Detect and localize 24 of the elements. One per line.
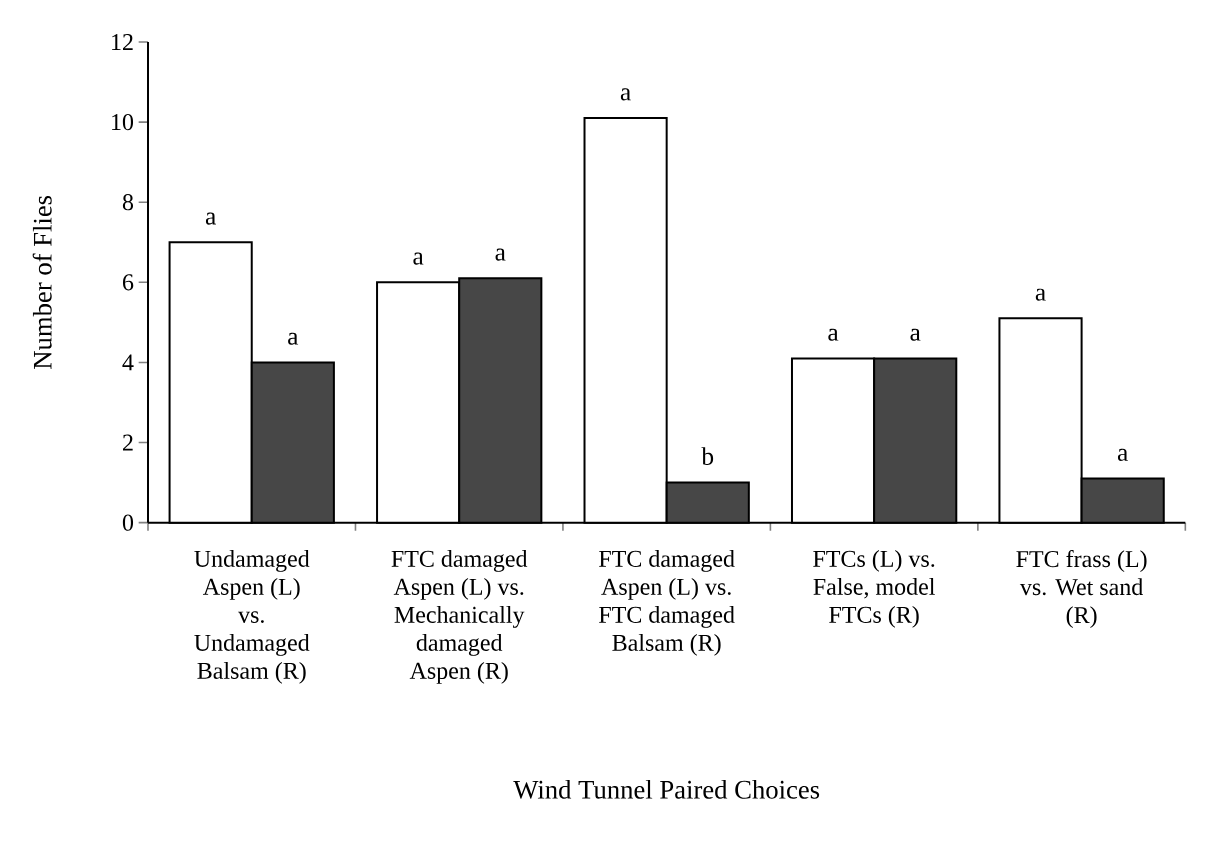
data-label: a <box>288 332 299 345</box>
y-axis-title: Number of Flies <box>32 195 52 369</box>
data-label: a <box>910 328 921 341</box>
data-label: b <box>701 447 714 465</box>
x-axis-title: Wind Tunnel Paired Choices <box>513 779 820 799</box>
x-tick-label: FTC frass (L) vs. Wet sand (R) <box>1016 550 1147 629</box>
data-label: a <box>1117 448 1128 461</box>
y-tick-label: 8 <box>122 194 134 211</box>
data-label: a <box>413 252 424 265</box>
data-label: a <box>205 212 216 225</box>
x-tick-label: FTC damaged Aspen (L) vs. Mechanically damaged Aspen (R) <box>391 550 528 684</box>
x-tick-label: FTC damaged Aspen (L) vs. FTC damaged Balsam (R) <box>599 550 735 656</box>
y-tick-label: 2 <box>123 434 133 451</box>
y-tick-label: 4 <box>122 354 134 371</box>
y-tick-label: 10 <box>112 114 134 131</box>
data-label: a <box>620 88 631 101</box>
data-label: a <box>828 328 839 341</box>
data-label: a <box>1035 288 1046 301</box>
y-tick-label: 0 <box>122 514 134 531</box>
x-tick-label: Undamaged Aspen (L) vs. Undamaged Balsam (R) <box>194 550 310 684</box>
y-tick-label: 12 <box>112 34 133 50</box>
data-label: a <box>495 248 506 261</box>
y-tick-label: 6 <box>122 274 134 291</box>
x-tick-label: FTCs (L) vs. False, model FTCs (R) <box>813 550 935 628</box>
